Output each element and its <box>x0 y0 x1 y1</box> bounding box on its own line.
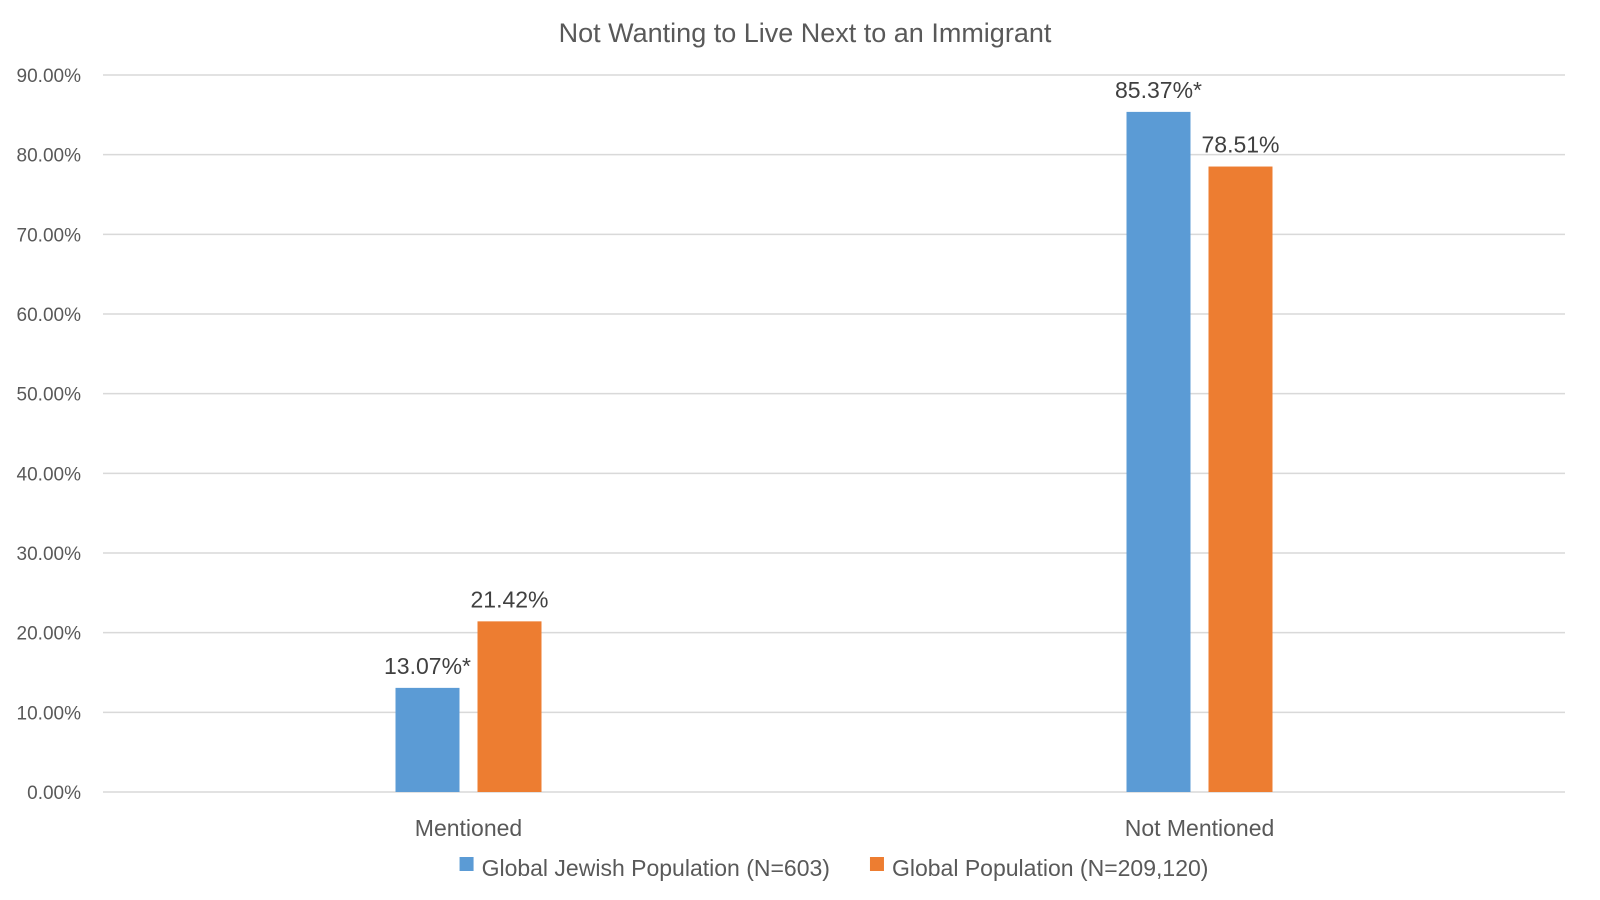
y-tick-label: 50.00% <box>17 385 82 406</box>
x-category-label: Not Mentioned <box>1125 815 1275 841</box>
y-tick-label: 90.00% <box>17 66 82 87</box>
bar-jewish-population-0 <box>395 687 460 792</box>
legend: Global Jewish Population (N=603) Global P… <box>459 855 1208 881</box>
x-category-label: Mentioned <box>415 815 522 841</box>
y-tick-label: 60.00% <box>17 305 82 326</box>
chart-title: Not Wanting to Live Next to an Immigrant <box>559 18 1052 48</box>
y-tick-label: 10.00% <box>17 703 82 724</box>
x-axis-category-labels: Mentioned Not Mentioned <box>415 815 1275 841</box>
bar-global-population-1 <box>1208 166 1273 793</box>
gridlines <box>103 74 1565 793</box>
y-tick-label: 70.00% <box>17 225 82 246</box>
y-tick-label: 40.00% <box>17 464 82 485</box>
legend-item: Global Jewish Population (N=603) <box>459 855 830 881</box>
y-tick-label: 30.00% <box>17 544 82 565</box>
legend-item: Global Population (N=209,120) <box>869 855 1208 881</box>
legend-label: Global Jewish Population (N=603) <box>482 855 830 881</box>
legend-swatch <box>459 857 474 871</box>
bar-jewish-population-1 <box>1126 111 1191 792</box>
data-label: 21.42% <box>470 586 548 612</box>
bars <box>395 111 1273 793</box>
legend-label: Global Population (N=209,120) <box>892 855 1208 881</box>
legend-swatch <box>869 857 884 871</box>
data-label: 78.51% <box>1201 132 1279 158</box>
y-tick-label: 0.00% <box>27 783 81 804</box>
y-tick-label: 20.00% <box>17 624 82 645</box>
data-labels: 13.07%* 21.42% 85.37%* 78.51% <box>384 77 1279 679</box>
bar-global-population-0 <box>477 621 542 792</box>
data-label: 13.07%* <box>384 653 471 679</box>
y-tick-label: 80.00% <box>17 146 82 167</box>
y-axis-tick-labels: 0.00% 10.00% 20.00% 30.00% 40.00% 50.00% 60.00… <box>17 66 82 804</box>
data-label: 85.37%* <box>1115 77 1202 103</box>
